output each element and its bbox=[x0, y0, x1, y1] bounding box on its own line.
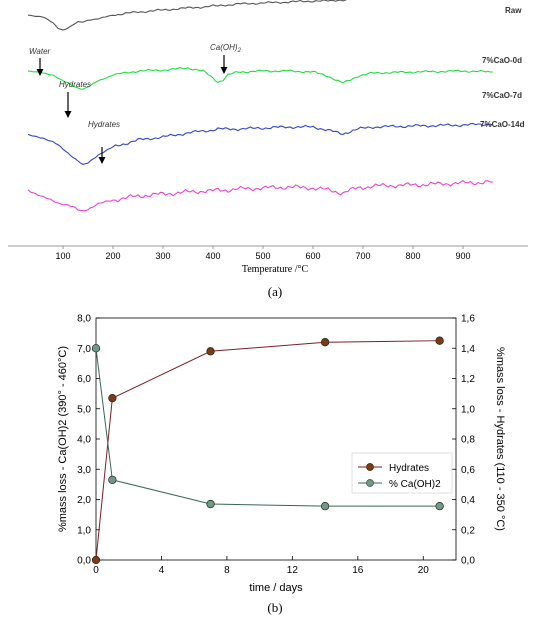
panel-a-x-label: Temperature /°C bbox=[242, 264, 309, 275]
panel-b-y-tick-label-right: 0,4 bbox=[461, 495, 475, 506]
data-point-hydrates bbox=[91, 555, 101, 565]
panel-b-x-tick-label: 0 bbox=[93, 565, 99, 576]
panel-b-caption: (b) bbox=[267, 600, 282, 615]
data-point-ca-oh-2 bbox=[206, 499, 215, 509]
data-point-ca-oh-2 bbox=[108, 475, 117, 484]
data-point-ca-oh-2 bbox=[320, 502, 330, 511]
panel-a-x-tick-label: 300 bbox=[155, 251, 170, 261]
panel-a-x-tick-label: 400 bbox=[205, 251, 220, 261]
data-point-hydrates bbox=[206, 347, 215, 356]
panel-a-x-tick-label: 700 bbox=[355, 251, 370, 261]
panel-a-caption: (a) bbox=[268, 284, 282, 299]
curve-7-cao-7d bbox=[27, 122, 494, 165]
panel-b-plot-frame bbox=[95, 317, 457, 561]
annotation-water: Water bbox=[29, 47, 51, 56]
panel-b-x-tick-label: 12 bbox=[287, 565, 299, 576]
panel-b-y-tick-label-right: 0,8 bbox=[461, 435, 475, 446]
panel-b-y-tick-label-left: 4,0 bbox=[77, 435, 91, 446]
panel-b-y-tick-label-left: 0,0 bbox=[77, 556, 91, 567]
curve-raw bbox=[27, 0, 352, 31]
panel-b-y-tick-label-left: 1,0 bbox=[77, 525, 91, 536]
panel-a-x-tick-label: 800 bbox=[405, 251, 420, 261]
panel-b-x-tick-label: 20 bbox=[418, 565, 430, 576]
panel-b-y-tick-label-right: 1,4 bbox=[461, 344, 475, 355]
legend-marker-caoh2 bbox=[366, 479, 374, 487]
curve-7-cao-0d bbox=[27, 67, 493, 90]
panel-b-mass-loss-chart: 0 4 8 12 16 20 0,0 1,0 2,0 3,0 4,0 5,0 6,0 7,0 8,0 0,0 0… bbox=[57, 314, 506, 616]
panel-b-y-label-left: %mass loss - Ca(OH)2 (390° - 460°C) bbox=[57, 346, 69, 532]
panel-a-x-tick-label: 100 bbox=[55, 251, 70, 261]
panel-b-y-tick-label-right: 1,6 bbox=[461, 314, 475, 325]
panel-a-x-tick-label: 200 bbox=[105, 251, 120, 261]
legend-marker-hydrates bbox=[366, 463, 374, 471]
series-line-hydrates bbox=[95, 340, 440, 561]
curve-7-cao-14d bbox=[27, 179, 494, 212]
panel-b-y-tick-label-right: 0,0 bbox=[461, 556, 475, 567]
annotation-caoh2: Ca(OH)2 bbox=[210, 43, 242, 54]
panel-b-y-tick-label-right: 0,6 bbox=[461, 465, 475, 476]
annotation-hydrates-1: Hydrates bbox=[59, 80, 91, 89]
panel-a-x-ticks: 100 200 300 400 500 600 700 800 900 bbox=[55, 246, 471, 261]
panel-b-y-tick-label-right: 0,2 bbox=[461, 525, 475, 536]
panel-a-x-tick-label: 900 bbox=[455, 251, 470, 261]
panel-b-y-tick-label-left: 5,0 bbox=[77, 404, 91, 415]
data-point-ca-oh-2 bbox=[435, 502, 444, 511]
series-label-7cao-0d: 7%CaO-0d bbox=[482, 56, 522, 65]
series-label-7cao-14d: 7%CaO-14d bbox=[480, 120, 525, 129]
panel-b-y-tick-label-left: 6,0 bbox=[77, 374, 91, 385]
panel-b-x-tick-label: 16 bbox=[352, 565, 364, 576]
panel-a-x-tick-label: 600 bbox=[305, 251, 320, 261]
series-label-7cao-7d: 7%CaO-7d bbox=[482, 91, 522, 100]
panel-b-x-label: time / days bbox=[249, 582, 303, 594]
panel-b-y-tick-label-left: 3,0 bbox=[77, 465, 91, 476]
annotation-hydrates-2: Hydrates bbox=[88, 120, 120, 129]
data-point-hydrates bbox=[435, 336, 444, 345]
panel-b-y-tick-label-left: 2,0 bbox=[77, 495, 91, 506]
data-point-hydrates bbox=[108, 394, 117, 403]
panel-b-legend: Hydrates % Ca(OH)2 bbox=[351, 452, 453, 494]
panel-b-series bbox=[91, 336, 444, 565]
panel-b-y-tick-label-left: 7,0 bbox=[77, 344, 91, 355]
panel-b-y-tick-label-right: 1,2 bbox=[461, 374, 475, 385]
panel-b-x-tick-label: 4 bbox=[159, 565, 165, 576]
panel-b-y-tick-label-right: 1,0 bbox=[461, 404, 475, 415]
panel-a-x-tick-label: 500 bbox=[255, 251, 270, 261]
panel-b-y-label-right: %mass loss - Hydrates (110 - 350 °C) bbox=[494, 347, 506, 531]
series-label-raw: Raw bbox=[505, 6, 522, 15]
data-point-hydrates bbox=[320, 338, 330, 347]
panel-b-axes: 0 4 8 12 16 20 0,0 1,0 2,0 3,0 4,0 5,0 6,0 7,0 8,0 0,0 0… bbox=[77, 314, 475, 577]
panel-b-x-tick-label: 8 bbox=[224, 565, 230, 576]
panel-a-curves bbox=[27, 0, 494, 212]
legend-label-hydrates: Hydrates bbox=[389, 463, 429, 474]
legend-label-caoh2: % Ca(OH)2 bbox=[389, 479, 441, 490]
data-point-ca-oh-2 bbox=[91, 344, 101, 353]
panel-a-dtg-chart: 100 200 300 400 500 600 700 800 900 Raw 7%CaO-0d… bbox=[8, 0, 528, 299]
panel-b-y-tick-label-left: 8,0 bbox=[77, 314, 91, 325]
